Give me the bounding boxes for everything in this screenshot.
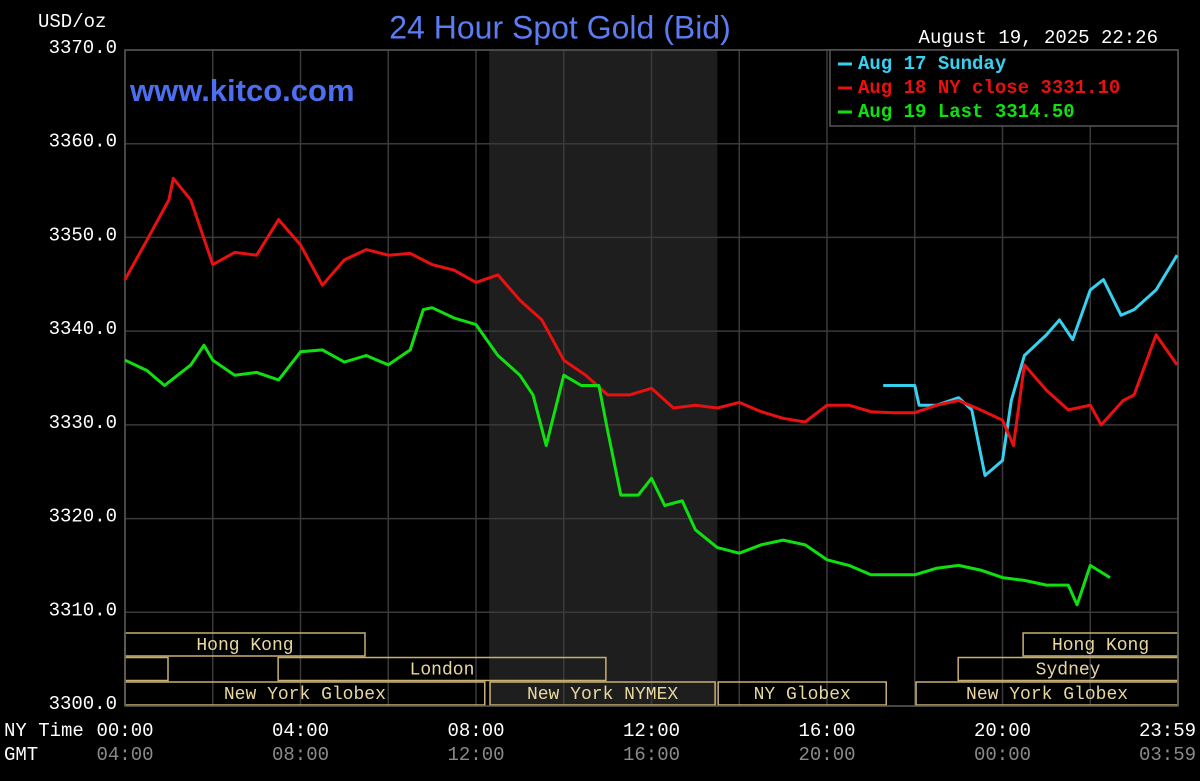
x2-axis-label: GMT xyxy=(4,744,38,766)
session-box xyxy=(489,681,716,706)
x2-tick-label: 12:00 xyxy=(447,744,504,766)
x-tick-label: 23:59 xyxy=(1139,720,1196,742)
session-label: New York Globex xyxy=(966,685,1128,705)
session-label: Sydney xyxy=(1036,660,1101,680)
session-label: Hong Kong xyxy=(196,636,293,656)
y-tick-label: 3320.0 xyxy=(49,506,117,528)
y-tick-label: 3370.0 xyxy=(49,37,117,59)
y-tick-label: 3360.0 xyxy=(49,131,117,153)
x-tick-label: 00:00 xyxy=(96,720,153,742)
y-tick-label: 3350.0 xyxy=(49,224,117,246)
session-box xyxy=(277,656,607,682)
y-tick-label: 3300.0 xyxy=(49,693,117,715)
y-tick-label: 3340.0 xyxy=(49,318,117,340)
timestamp: August 19, 2025 22:26 xyxy=(919,27,1158,49)
x-tick-label: 20:00 xyxy=(974,720,1031,742)
session-label: New York NYMEX xyxy=(527,685,678,705)
series-line xyxy=(123,176,1179,447)
legend-box xyxy=(829,49,1179,127)
legend-label: Aug 18 NY close 3331.10 xyxy=(858,77,1120,99)
plot-frame xyxy=(124,49,1179,707)
x-tick-label: 08:00 xyxy=(447,720,504,742)
session-box xyxy=(717,681,887,706)
session-label: NY Globex xyxy=(754,685,851,705)
x-tick-label: 04:00 xyxy=(272,720,329,742)
y-tick-label: 3330.0 xyxy=(49,412,117,434)
x-tick-label: 16:00 xyxy=(798,720,855,742)
x-tick-label: 12:00 xyxy=(623,720,680,742)
legend-label: Aug 19 Last 3314.50 xyxy=(858,101,1075,123)
x2-tick-label: 20:00 xyxy=(798,744,855,766)
chart-title: 24 Hour Spot Gold (Bid) xyxy=(389,9,731,45)
watermark: www.kitco.com xyxy=(129,73,355,108)
session-label: Hong Kong xyxy=(1052,636,1149,656)
session-box xyxy=(124,656,169,682)
x-axis-label: NY Time xyxy=(4,720,84,742)
session-label: New York Globex xyxy=(224,685,386,705)
x2-tick-label: 03:59 xyxy=(1139,744,1196,766)
x2-tick-label: 04:00 xyxy=(96,744,153,766)
series-line xyxy=(124,306,1111,607)
y-axis-label: USD/oz xyxy=(38,11,106,33)
y-tick-label: 3310.0 xyxy=(49,599,117,621)
session-label: London xyxy=(410,660,475,680)
x2-tick-label: 08:00 xyxy=(272,744,329,766)
series-line xyxy=(883,254,1179,477)
shaded-span xyxy=(489,50,718,706)
legend-label: Aug 17 Sunday xyxy=(858,53,1007,75)
x2-tick-label: 00:00 xyxy=(974,744,1031,766)
x2-tick-label: 16:00 xyxy=(623,744,680,766)
